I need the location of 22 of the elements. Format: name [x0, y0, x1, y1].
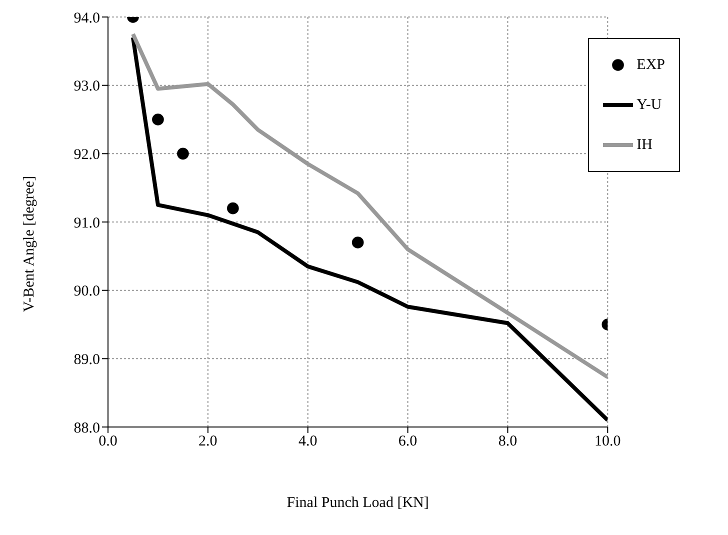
y-axis-title: V-Bent Angle [degree] — [21, 176, 38, 312]
legend-label: Y-U — [636, 96, 662, 115]
x-tick-label: 4.0 — [298, 434, 318, 450]
x-axis-title: Final Punch Load [KN] — [286, 495, 429, 511]
x-tick-label: 0.0 — [98, 434, 118, 450]
y-tick-label: 92.0 — [74, 146, 100, 163]
x-tick-label: 8.0 — [498, 434, 518, 450]
x-tick-label: 2.0 — [198, 434, 218, 450]
y-tick-label: 88.0 — [74, 420, 100, 436]
x-tick-label: 10.0 — [594, 434, 621, 450]
y-tick-label: 93.0 — [74, 78, 100, 95]
point — [352, 236, 364, 248]
y-tick-label: 90.0 — [74, 284, 100, 300]
legend-label: IH — [636, 136, 652, 155]
y-tick-label: 94.0 — [74, 10, 100, 26]
point — [152, 114, 164, 126]
y-tick-label: 89.0 — [74, 352, 100, 368]
legend-label: EXP — [636, 56, 665, 75]
point — [226, 202, 239, 214]
x-tick-label: 6.0 — [398, 434, 418, 450]
y-tick-label: 91.0 — [74, 215, 100, 232]
point — [177, 148, 189, 160]
